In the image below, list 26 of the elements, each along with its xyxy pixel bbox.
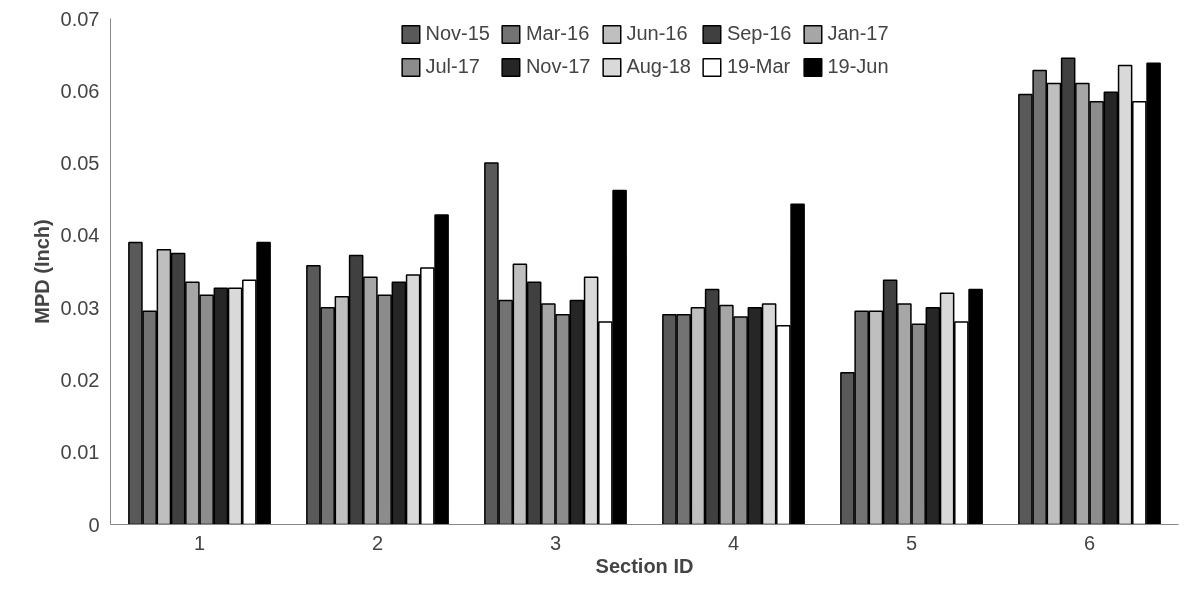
y-axis-title: MPD (Inch) (30, 219, 53, 324)
legend-label: Jan-17 (827, 22, 889, 45)
legend-label: 19-Mar (726, 55, 791, 78)
y-tick-label: 0.01 (60, 441, 100, 464)
y-tick-label: 0.04 (60, 224, 100, 247)
y-tick-label: 0.02 (60, 368, 100, 391)
x-tick-label: 3 (549, 531, 562, 554)
legend-label: Jul-17 (425, 55, 480, 78)
x-tick-label: 1 (193, 531, 206, 554)
y-tick-label: 0.03 (60, 296, 100, 319)
x-tick-label: 6 (1083, 531, 1096, 554)
y-tick-label: 0.07 (60, 7, 100, 30)
legend-label: Nov-15 (425, 22, 490, 45)
legend-label: Sep-16 (726, 22, 792, 45)
x-axis-title: Section ID (595, 554, 694, 577)
legend-label: Aug-18 (626, 55, 691, 78)
legend-label: Mar-16 (525, 22, 590, 45)
x-tick-label: 5 (905, 531, 918, 554)
legend-label: Nov-17 (525, 55, 591, 78)
legend-label: Jun-16 (626, 22, 688, 45)
legend-label: 19-Jun (827, 55, 889, 78)
y-tick-label: 0.06 (60, 79, 100, 102)
x-tick-label: 4 (727, 531, 740, 554)
y-tick-label: 0 (88, 513, 100, 536)
x-tick-label: 2 (371, 531, 384, 554)
y-tick-label: 0.05 (60, 152, 100, 175)
